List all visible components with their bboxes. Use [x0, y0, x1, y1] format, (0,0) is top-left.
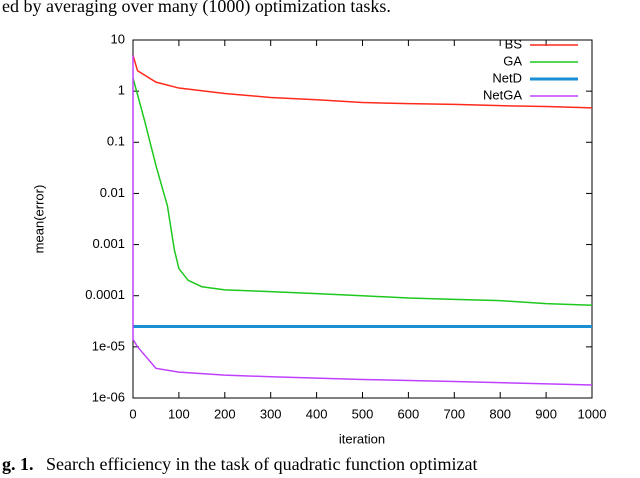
x-tick-label: 100	[168, 406, 190, 421]
legend-label: BS	[505, 36, 523, 51]
x-tick-label: 1000	[578, 406, 607, 421]
series-line	[132, 55, 593, 109]
plot-frame	[132, 39, 593, 399]
x-tick-label: 700	[443, 406, 465, 421]
x-tick-label: 800	[489, 406, 511, 421]
x-tick-label: 600	[398, 406, 420, 421]
y-tick-label: 0.01	[100, 185, 125, 200]
x-tick-label: 200	[214, 406, 236, 421]
x-tick-label: 0	[129, 406, 136, 421]
legend-label: NetGA	[483, 87, 522, 102]
y-tick-label: 10	[111, 31, 125, 46]
header-text: ed by averaging over many (1000) optimiz…	[2, 0, 391, 17]
legend-label: NetD	[492, 70, 522, 85]
x-tick-label: 500	[352, 406, 374, 421]
y-tick-label: 1e-06	[92, 389, 125, 404]
x-axis-label: iteration	[339, 431, 385, 446]
y-tick-label: 1e-05	[92, 338, 125, 353]
series-line	[132, 55, 593, 386]
x-tick-label: 400	[306, 406, 328, 421]
x-tick-label: 900	[535, 406, 557, 421]
y-tick-label: 0.001	[92, 236, 125, 251]
caption-label: g. 1.	[2, 454, 34, 474]
y-tick-label: 0.1	[107, 134, 125, 149]
series-line	[132, 77, 593, 307]
x-tick-label: 300	[260, 406, 282, 421]
caption: Search efficiency in the task of quadrat…	[46, 454, 478, 474]
y-axis-label: mean(error)	[31, 185, 46, 254]
y-tick-label: 1	[118, 83, 125, 98]
legend-label: GA	[503, 53, 522, 68]
y-tick-label: 0.0001	[85, 287, 125, 302]
